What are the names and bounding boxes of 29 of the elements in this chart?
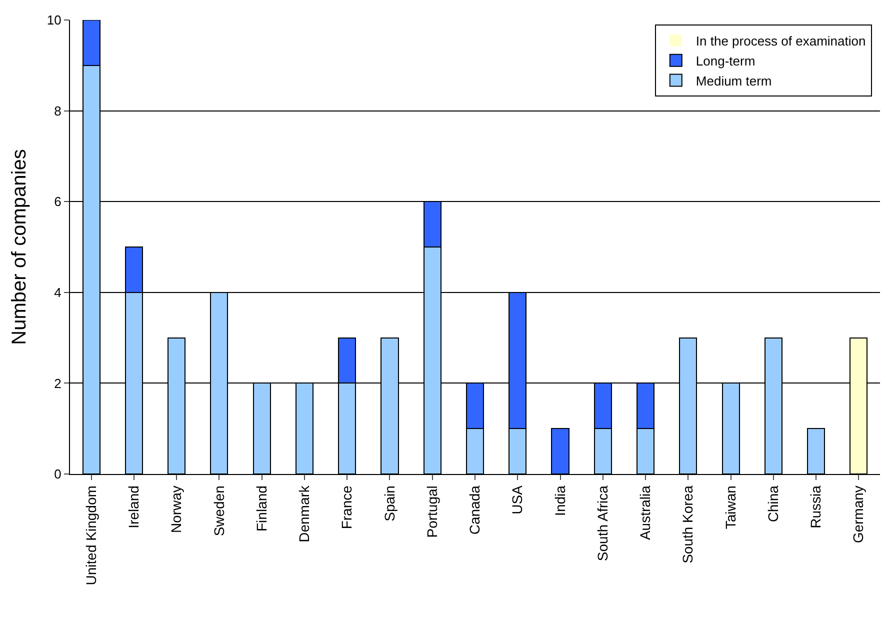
y-tick-label: 8	[54, 103, 62, 118]
y-tick-label: 6	[54, 194, 62, 210]
x-tick-label: Russia	[808, 485, 824, 528]
x-tick-label: Finland	[253, 486, 270, 532]
legend-label: Long-term	[696, 53, 756, 68]
y-tick-label: 10	[46, 12, 62, 28]
y-tick-label: 0	[54, 466, 62, 482]
legend-label: Medium term	[696, 73, 772, 88]
x-tick-label: Australia	[637, 485, 654, 540]
x-tick-label: Portugal	[424, 486, 440, 538]
x-tick-label: France	[338, 485, 355, 530]
x-tick-label: South Korea	[680, 485, 696, 564]
y-axis-title: Number of companies	[8, 149, 30, 345]
x-tick-label: Spain	[381, 486, 398, 522]
x-tick-label: Ireland	[126, 486, 142, 528]
x-tick-label: South Africa	[594, 485, 610, 562]
x-tick-label: India	[552, 485, 568, 516]
x-tick-label: Denmark	[296, 484, 312, 542]
x-tick-label: USA	[509, 484, 526, 514]
x-tick-label: Canada	[466, 485, 483, 535]
x-tick-label: Sweden	[210, 486, 227, 536]
x-tick-label: China	[764, 485, 781, 522]
x-tick-label: Norway	[168, 486, 184, 534]
legend-label: In the process of examination	[696, 34, 866, 49]
x-tick-label: United Kingdom	[82, 486, 99, 586]
x-tick-label: Taiwan	[722, 486, 738, 530]
y-tick-label: 2	[54, 376, 62, 391]
y-tick-label: 4	[54, 284, 62, 300]
x-tick-label: Germany	[850, 486, 866, 544]
